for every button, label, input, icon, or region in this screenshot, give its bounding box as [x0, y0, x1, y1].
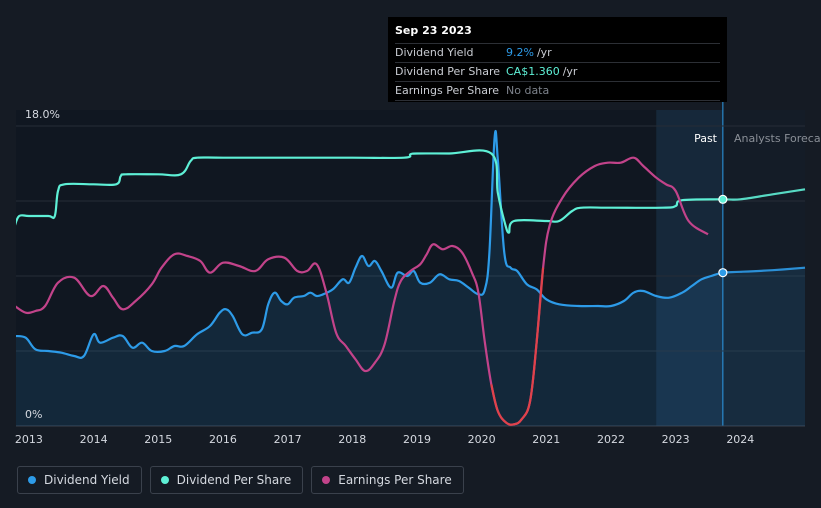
- x-tick-label: 2023: [662, 433, 690, 446]
- tooltip-unit: /yr: [536, 46, 552, 59]
- plot-background: [16, 110, 657, 426]
- legend-label: Dividend Yield: [44, 473, 130, 487]
- x-tick-label: 2016: [209, 433, 237, 446]
- tooltip-label: Earnings Per Share: [395, 84, 500, 97]
- legend-dot-icon: [322, 476, 331, 484]
- tooltip-date: Sep 23 2023: [395, 24, 472, 37]
- legend-label: Dividend Per Share: [176, 473, 292, 487]
- legend-item-earnings-per-share[interactable]: Earnings Per Share: [311, 466, 464, 494]
- x-tick-label: 2022: [597, 433, 625, 446]
- tooltip-row-dividend-per-share: Dividend Per Share CA$1.360 /yr: [395, 62, 720, 81]
- x-tick-label: 2024: [726, 433, 754, 446]
- tooltip-unit: /yr: [562, 65, 578, 78]
- legend-label: Earnings Per Share: [338, 473, 452, 487]
- hover-tooltip: Sep 23 2023 Dividend Yield 9.2% /yr Divi…: [388, 17, 727, 102]
- tooltip-label: Dividend Per Share: [395, 65, 501, 78]
- dividend-yield-line: [16, 129, 723, 359]
- legend-item-dividend-per-share[interactable]: Dividend Per Share: [149, 466, 304, 494]
- y-axis-max-label: 18.0%: [25, 108, 60, 121]
- tooltip-value: 9.2%: [506, 46, 534, 59]
- x-tick-label: 2020: [468, 433, 496, 446]
- tooltip-row-earnings-per-share: Earnings Per Share No data: [395, 81, 720, 101]
- x-tick-label: 2018: [338, 433, 366, 446]
- dividend-yield-area: [16, 131, 805, 426]
- tooltip-label: Dividend Yield: [395, 46, 474, 59]
- tooltip-value: No data: [506, 84, 550, 97]
- x-axis: 2013 2014 2015 2016 2017 2018 2019 2020 2021 2022…: [15, 433, 754, 446]
- past-region-label: Past: [694, 132, 718, 145]
- x-tick-label: 2021: [532, 433, 560, 446]
- tooltip-row-dividend-yield: Dividend Yield 9.2% /yr: [395, 43, 720, 62]
- legend-dot-icon: [160, 476, 169, 484]
- x-tick-label: 2014: [80, 433, 108, 446]
- past-highlight-band: [656, 110, 723, 426]
- dividend-yield-marker: [718, 268, 728, 278]
- x-tick-label: 2019: [403, 433, 431, 446]
- earnings-per-share-negative-segment: [490, 267, 545, 426]
- dividend-per-share-line: [16, 149, 723, 234]
- grid-lines: [16, 125, 805, 427]
- x-tick-label: 2015: [144, 433, 172, 446]
- x-tick-label: 2017: [274, 433, 302, 446]
- earnings-per-share-line: [16, 156, 709, 426]
- dividend-per-share-marker: [718, 194, 728, 204]
- chart-legend: Dividend Yield Dividend Per Share Earnin…: [17, 466, 464, 494]
- legend-item-dividend-yield[interactable]: Dividend Yield: [17, 466, 142, 494]
- y-axis-min-label: 0%: [25, 408, 42, 421]
- forecast-region-label: Analysts Forecasts: [734, 132, 821, 145]
- tooltip-value: CA$1.360: [506, 65, 560, 78]
- legend-dot-icon: [28, 476, 36, 484]
- x-tick-label: 2013: [15, 433, 43, 446]
